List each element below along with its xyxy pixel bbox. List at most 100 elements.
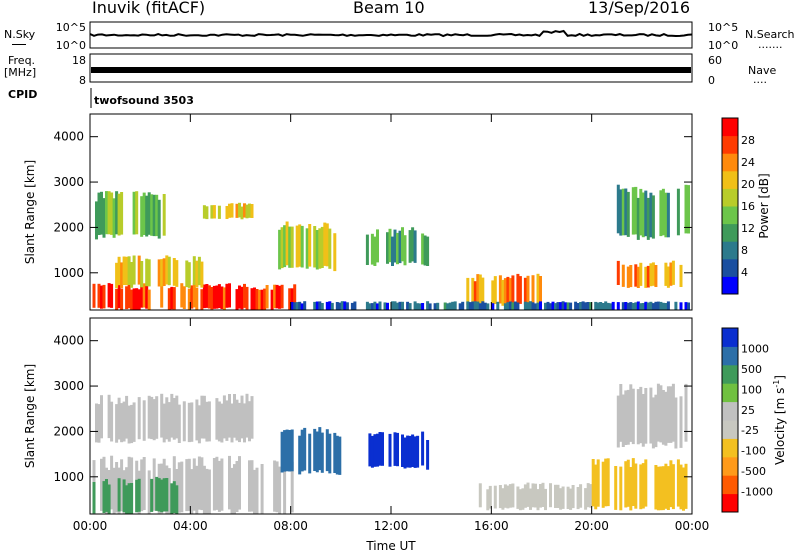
velocity-cell xyxy=(516,486,520,509)
velocity-cell xyxy=(215,398,219,440)
power-cell xyxy=(240,286,244,310)
velocity-cell xyxy=(503,484,507,508)
power-cell xyxy=(273,284,277,309)
power-cell xyxy=(323,222,327,266)
power-cell xyxy=(140,261,144,288)
velocity-cell xyxy=(195,465,199,514)
power-cell xyxy=(142,283,146,308)
velocity-cell xyxy=(160,393,164,438)
velocity-cell xyxy=(202,465,206,514)
power-cell xyxy=(343,301,347,310)
velocity-colorbar-swatch xyxy=(722,493,738,513)
velocity-colorbar-swatch xyxy=(722,420,738,439)
velocity-cell xyxy=(177,404,181,443)
power-cell xyxy=(631,303,635,310)
velocity-cell xyxy=(172,481,176,513)
velocity-cell xyxy=(338,436,342,475)
velocity-cell xyxy=(636,389,640,445)
power-cell xyxy=(172,287,176,310)
velocity-cell xyxy=(205,401,209,442)
power-cell xyxy=(644,190,648,237)
power-cell xyxy=(217,284,221,308)
power-colorbar-swatch xyxy=(722,153,738,172)
power-cell xyxy=(609,303,613,310)
x-tick-label: 16:00 xyxy=(474,519,509,533)
power-cell xyxy=(421,303,425,310)
power-cell xyxy=(318,228,322,269)
power-cell xyxy=(458,303,462,310)
power-cell xyxy=(102,284,106,309)
power-cell xyxy=(536,273,540,303)
power-cell xyxy=(536,302,540,310)
power-cell xyxy=(684,184,688,234)
power-cell xyxy=(594,301,598,310)
power-cell xyxy=(270,289,274,310)
power-cell xyxy=(238,285,241,309)
power-cell xyxy=(145,285,149,309)
power-cell xyxy=(170,286,174,310)
velocity-colorbar: 1000 500 100 25 -25 -100 -500 -1000 Velocity [m… xyxy=(721,327,787,513)
power-cell xyxy=(383,302,387,310)
velocity-cell xyxy=(125,395,129,439)
velocity-cell xyxy=(656,466,660,511)
nave-tick-high: 60 xyxy=(708,54,722,67)
velocity-cell xyxy=(664,391,668,446)
power-cell xyxy=(636,301,640,310)
velocity-cell xyxy=(486,489,490,511)
power-cell xyxy=(293,302,297,310)
velocity-cell xyxy=(396,432,399,467)
power-cell xyxy=(606,302,610,310)
power-cell xyxy=(476,274,480,303)
noise-panel: 10^5 10^0 10^5 10^0 xyxy=(56,21,738,52)
velocity-cell xyxy=(160,479,164,513)
velocity-cell xyxy=(228,455,231,510)
velocity-cell xyxy=(654,394,658,448)
velocity-cell xyxy=(97,404,101,443)
power-cell xyxy=(202,284,206,309)
power-cell xyxy=(195,287,199,310)
velocity-cell xyxy=(368,433,372,467)
velocity-cell xyxy=(644,388,648,444)
velocity-cell xyxy=(220,403,224,443)
power-cell xyxy=(225,206,229,219)
power-cell xyxy=(506,276,510,305)
velocity-cell xyxy=(634,463,638,509)
power-colorbar-swatch xyxy=(722,241,738,260)
velocity-cell xyxy=(165,397,169,440)
power-cell xyxy=(687,302,690,310)
power-cell xyxy=(684,302,688,310)
power-cell xyxy=(132,255,136,285)
power-colorbar-swatch xyxy=(722,188,738,207)
power-cell xyxy=(531,302,535,310)
velocity-cell xyxy=(273,460,277,512)
power-cell xyxy=(320,226,324,268)
power-cell xyxy=(263,288,267,310)
power-cell xyxy=(258,289,262,310)
velocity-cell xyxy=(115,404,119,443)
power-cell xyxy=(228,283,231,308)
power-cell xyxy=(624,302,628,310)
power-colorbar-swatch xyxy=(722,223,738,242)
velocity-cell xyxy=(275,461,279,513)
velocity-cell xyxy=(569,488,573,510)
velocity-cell xyxy=(639,386,643,444)
power-cell xyxy=(330,302,334,310)
power-cell xyxy=(222,287,226,310)
power-cell xyxy=(468,302,472,310)
y-tick-label: 3000 xyxy=(53,379,84,393)
x-axis-label: Time UT xyxy=(365,539,416,553)
velocity-cell xyxy=(679,396,683,448)
velocity-cell xyxy=(165,478,169,512)
velocity-cell xyxy=(238,456,241,510)
velocity-cell xyxy=(373,434,377,467)
velocity-cell xyxy=(584,488,588,510)
velocity-cell xyxy=(325,429,329,472)
power-cell xyxy=(586,302,590,310)
velocity-cell xyxy=(92,482,96,514)
power-cell xyxy=(140,196,144,237)
power-cell xyxy=(135,288,139,310)
power-cell xyxy=(132,191,136,235)
power-cell xyxy=(534,303,537,310)
velocity-cell xyxy=(235,461,239,512)
power-cell xyxy=(202,205,206,219)
